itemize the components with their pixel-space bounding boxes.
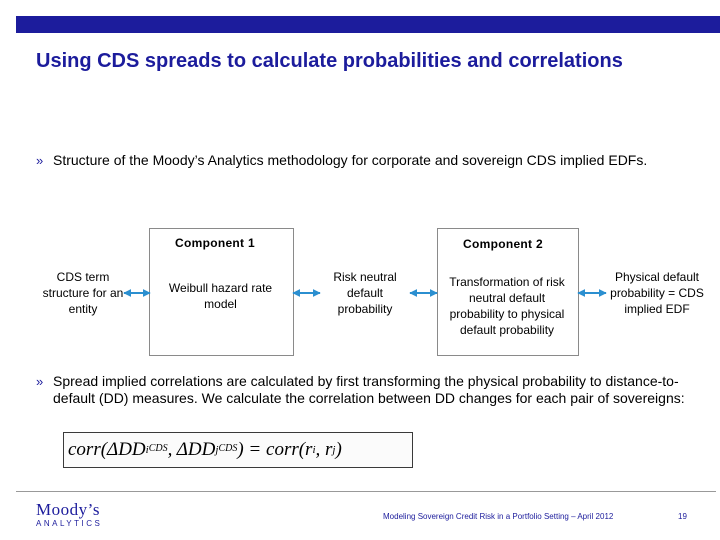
node-cds-term-structure: CDS term structure for an entity: [42, 270, 124, 316]
node-weibull-model: Weibull hazard rate model: [168, 281, 273, 311]
slide-title: Using CDS spreads to calculate probabili…: [36, 50, 623, 72]
bullet-methodology: » Structure of the Moody’s Analytics met…: [36, 152, 676, 169]
footer-divider: [16, 491, 716, 492]
bullet-marker-icon: »: [36, 374, 44, 389]
header-bar: [16, 16, 720, 33]
footer-caption: Modeling Sovereign Credit Risk in a Port…: [383, 512, 614, 521]
moodys-analytics-logo: Moody’s ANALYTICS: [36, 501, 102, 529]
correlation-formula: corr(ΔDD i CDS, ΔDD j CDS) = corr(r i, r j): [63, 432, 413, 468]
component-1-label: Component 1: [175, 236, 255, 250]
node-risk-neutral-probability: Risk neutral default probability: [333, 270, 397, 316]
bullet-correlations: » Spread implied correlations are calcul…: [36, 373, 696, 407]
bullet-marker-icon: »: [36, 153, 44, 168]
logo-subtitle: ANALYTICS: [36, 519, 103, 528]
bullet-text: Structure of the Moody’s Analytics metho…: [53, 152, 648, 168]
logo-name: Moody’s: [36, 500, 100, 519]
node-physical-probability: Physical default probability = CDS impli…: [610, 270, 704, 316]
bullet-text: Spread implied correlations are calculat…: [53, 373, 685, 406]
component-1-box: [149, 228, 294, 356]
node-transformation: Transformation of risk neutral default p…: [449, 275, 565, 337]
page-number: 19: [678, 512, 687, 521]
component-2-label: Component 2: [463, 237, 543, 251]
